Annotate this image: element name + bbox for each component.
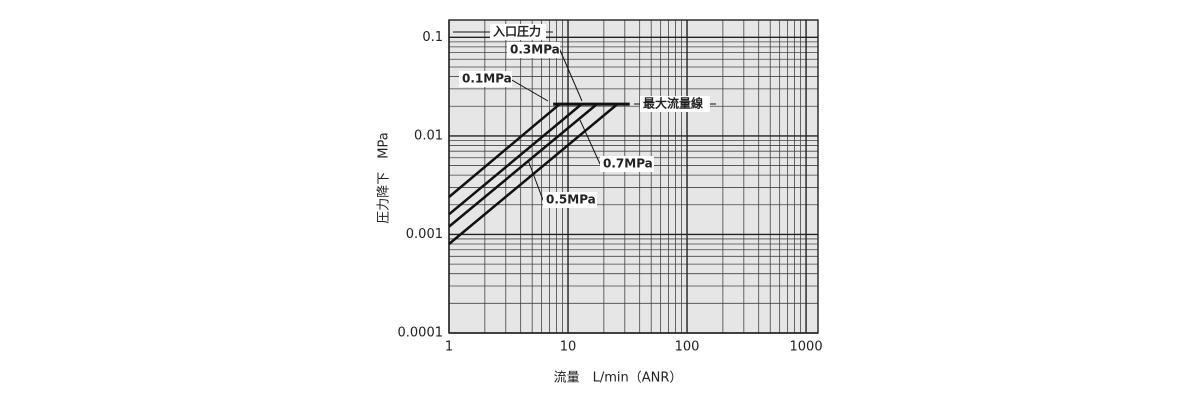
series-label: 0.5MPa	[546, 193, 596, 207]
plot-border	[448, 19, 819, 334]
series-label: 0.1MPa	[462, 72, 512, 86]
x-tick-label: 1	[445, 340, 453, 355]
x-tick-label: 10	[560, 340, 577, 355]
series-line	[448, 103, 598, 228]
series-label: 0.7MPa	[603, 157, 653, 171]
y-tick-label: 0.0001	[398, 326, 444, 341]
label-box	[600, 156, 654, 172]
legend-title: 入口圧力	[493, 24, 541, 39]
series-line	[448, 103, 561, 198]
series-line	[448, 103, 583, 216]
x-tick-label: 1000	[790, 340, 823, 355]
label-box	[507, 42, 560, 58]
y-axis-label: 圧力降下 MPa	[377, 132, 392, 223]
y-tick-label: 0.001	[406, 227, 443, 242]
x-axis-label: 流量 L/min（ANR）	[554, 371, 683, 386]
y-tick-label: 0.1	[422, 30, 443, 45]
x-tick-label: 100	[675, 340, 700, 355]
y-tick-label: 0.01	[414, 128, 443, 143]
max-flow-label: 最大流量線	[643, 96, 703, 111]
label-box	[640, 96, 710, 112]
label-box	[459, 71, 512, 87]
label-box	[543, 192, 597, 208]
series-label: 0.3MPa	[510, 43, 560, 57]
label-box	[490, 24, 546, 40]
